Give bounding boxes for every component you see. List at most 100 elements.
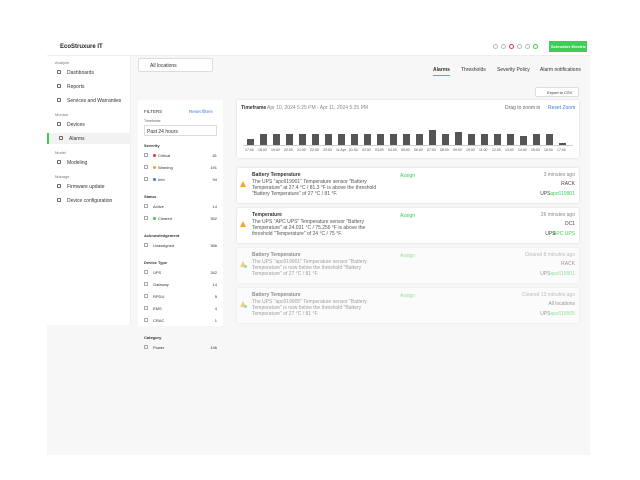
histogram-label: 04:00 <box>388 148 397 152</box>
nav-icon <box>57 160 61 164</box>
filter-option[interactable]: UPS 342 <box>144 270 217 277</box>
nav-label: Reports <box>67 84 85 90</box>
histogram-label: 21:00 <box>297 148 306 152</box>
filter-option[interactable]: EMS 4 <box>144 306 217 313</box>
filter-option[interactable]: Critical 81 <box>144 153 217 160</box>
option-label: Cleared <box>158 216 173 221</box>
location-selector[interactable]: All locations <box>138 58 213 72</box>
histogram-bar <box>286 134 293 145</box>
option-label: Critical <box>158 153 171 158</box>
histogram-label: 02:00 <box>362 148 371 152</box>
nav-item[interactable]: Firmware update <box>47 181 131 192</box>
alarm-description: The UPS "apc619901" Temperature sensor "… <box>252 179 377 197</box>
nav-item[interactable]: Dashboards <box>47 67 131 78</box>
option-count: 352 <box>210 216 217 221</box>
icon-button[interactable] <box>525 44 530 49</box>
tab[interactable]: Alarm notifications <box>540 67 581 73</box>
filter-option[interactable]: Gateway 14 <box>144 282 217 289</box>
histogram-bar <box>429 130 436 145</box>
filter-option[interactable]: RPDU 5 <box>144 294 217 301</box>
nav-label: Firmware update <box>67 184 105 190</box>
export-button[interactable]: Export to CSV <box>535 87 579 97</box>
timeframe-select[interactable]: Past 24 hours <box>144 125 217 136</box>
filter-option[interactable]: Cleared 352 <box>144 216 217 223</box>
filter-option[interactable]: Unassigned 366 <box>144 243 217 250</box>
tab[interactable]: Severity Policy <box>497 67 530 73</box>
device-type: UPS <box>540 191 551 197</box>
icon-button[interactable] <box>517 44 522 49</box>
option-label: RPDU <box>153 294 165 299</box>
option-count: 81 <box>212 153 217 158</box>
warning-icon <box>240 261 246 267</box>
option-label: Gateway <box>153 282 169 287</box>
filter-option[interactable]: Info 94 <box>144 177 217 184</box>
assign-link[interactable]: Assign <box>400 293 416 299</box>
nav-group-label: Model <box>55 150 66 155</box>
nav-item[interactable]: Device configuration <box>47 195 131 206</box>
option-count: 191 <box>210 165 217 170</box>
severity-dot <box>153 178 156 181</box>
app: EcoStruxure IT Schneider Electric Analyze D… <box>47 38 590 455</box>
checkbox <box>144 177 148 181</box>
device-name: apc619905 <box>550 311 575 317</box>
timeline-title: Timeframe <box>241 105 267 111</box>
option-count: 94 <box>212 177 217 182</box>
nav-item[interactable]: Devices <box>47 119 131 130</box>
reset-zoom[interactable]: Reset Zoom <box>548 105 576 111</box>
filter-option[interactable]: Power 146 <box>144 345 217 352</box>
timeframe-label: Timeframe <box>144 119 161 123</box>
nav-item[interactable]: Alarms <box>47 133 131 144</box>
histogram-bar <box>455 132 462 145</box>
histogram-bar <box>377 134 384 145</box>
histogram-label: 20:00 <box>284 148 293 152</box>
nav-icon <box>57 70 61 74</box>
option-count: 342 <box>210 270 217 275</box>
filter-option[interactable]: Active 14 <box>144 204 217 211</box>
assign-link[interactable]: Assign <box>400 173 416 179</box>
nav-item[interactable]: Modeling <box>47 157 131 168</box>
nav-item[interactable]: Reports <box>47 81 131 92</box>
checkbox <box>144 294 148 298</box>
option-count: 366 <box>210 243 217 248</box>
filter-option[interactable]: CRAC 1 <box>144 318 217 325</box>
icon-button[interactable] <box>509 44 514 49</box>
histogram-label: 18:00 <box>258 148 267 152</box>
zoom-hint: Drag to zoom in <box>505 105 541 111</box>
device-type: UPS <box>540 311 551 317</box>
nav-icon <box>57 184 61 188</box>
histogram-bar <box>533 134 540 145</box>
histogram-bar <box>520 136 527 145</box>
histogram-label: 15:00 <box>531 148 540 152</box>
filter-section-title: Category <box>144 335 162 340</box>
histogram-label: 19:00 <box>271 148 280 152</box>
checkbox <box>144 306 148 310</box>
tab[interactable]: Alarms <box>433 67 450 76</box>
option-label: Unassigned <box>153 243 175 248</box>
nav-icon <box>57 98 61 102</box>
assign-link[interactable]: Assign <box>400 253 416 259</box>
histogram-label: 16:00 <box>544 148 553 152</box>
alarm-time: Cleared 13 minutes ago <box>521 292 575 298</box>
logo: EcoStruxure IT <box>60 44 103 50</box>
icon-button[interactable] <box>533 44 538 49</box>
reset-filters[interactable]: Reset filters <box>189 109 213 114</box>
icon-button[interactable] <box>501 44 506 49</box>
histogram-label: 12:00 <box>492 148 501 152</box>
alarm-card: Battery Temperature The UPS "apc619901" T… <box>237 168 579 203</box>
option-label: CRAC <box>153 318 165 323</box>
brand-button[interactable]: Schneider Electric <box>549 41 587 52</box>
tab[interactable]: Thresholds <box>461 67 486 73</box>
alarm-location: RACK <box>561 181 575 187</box>
filter-option[interactable]: Warning 191 <box>144 165 217 172</box>
cleared-badge <box>244 305 247 308</box>
assign-link[interactable]: Assign <box>400 213 416 219</box>
nav-label: Modeling <box>67 160 88 166</box>
alarm-device: apc619901 UPS <box>515 271 575 277</box>
icon-button[interactable] <box>493 44 498 49</box>
nav-item[interactable]: Services and Warranties <box>47 95 131 106</box>
histogram-bar <box>325 134 332 145</box>
option-count: 14 <box>212 282 217 287</box>
histogram-label: 11:00 <box>479 148 488 152</box>
checkbox <box>144 165 148 169</box>
histogram-label: 10:00 <box>466 148 475 152</box>
